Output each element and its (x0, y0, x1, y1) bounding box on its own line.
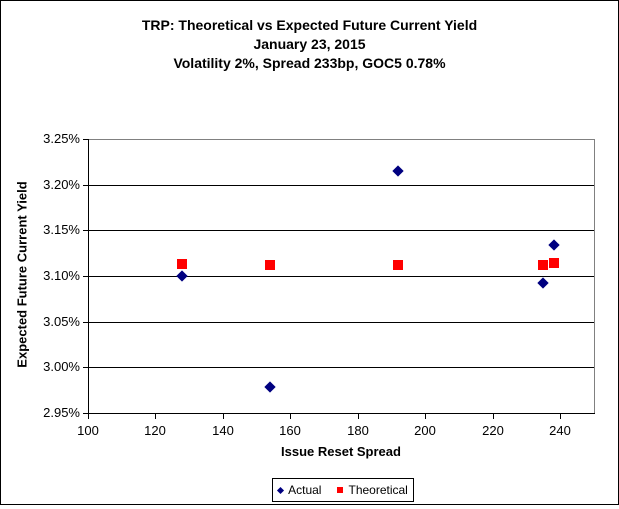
legend-item-actual: Actual (277, 483, 322, 497)
x-axis-tick (358, 414, 359, 419)
y-tick-label: 3.25% (43, 131, 80, 146)
x-tick-label: 160 (279, 423, 301, 438)
x-axis-tick (425, 414, 426, 419)
x-tick-label: 200 (414, 423, 436, 438)
x-axis-tick (493, 414, 494, 419)
y-axis-line (88, 139, 89, 414)
y-axis-tick (83, 367, 88, 368)
square-marker-icon (337, 487, 344, 493)
gridline (88, 276, 594, 277)
x-tick-label: 140 (212, 423, 234, 438)
data-point-actual (548, 239, 560, 251)
x-tick-label: 220 (482, 423, 504, 438)
chart-title: TRP: Theoretical vs Expected Future Curr… (141, 17, 478, 33)
y-axis-tick (83, 139, 88, 140)
x-axis-tick (155, 414, 156, 419)
x-axis-tick (88, 414, 89, 419)
data-point-actual (176, 270, 188, 282)
x-axis-line (88, 413, 595, 414)
legend-label: Actual (288, 483, 322, 497)
plot-border-top (88, 139, 595, 140)
data-point-theoretical (538, 260, 548, 270)
data-point-actual (264, 381, 276, 393)
y-axis-tick (83, 276, 88, 277)
y-tick-label: 2.95% (43, 405, 80, 420)
y-axis-tick (83, 185, 88, 186)
diamond-marker-icon (277, 486, 285, 494)
gridline (88, 185, 594, 186)
x-axis-tick (223, 414, 224, 419)
data-point-actual (537, 277, 549, 289)
y-tick-label: 3.10% (43, 268, 80, 283)
legend-label: Theoretical (348, 483, 408, 497)
y-tick-label: 3.00% (43, 359, 80, 374)
y-axis-tick (83, 230, 88, 231)
gridline (88, 230, 594, 231)
y-tick-label: 3.05% (43, 314, 80, 329)
data-point-theoretical (177, 259, 187, 269)
x-tick-label: 120 (144, 423, 166, 438)
y-axis-tick (83, 413, 88, 414)
y-axis-tick (83, 322, 88, 323)
chart-subtitle-params: Volatility 2%, Spread 233bp, GOC5 0.78% (173, 55, 446, 71)
x-tick-label: 240 (549, 423, 571, 438)
chart-subtitle-date: January 23, 2015 (253, 36, 366, 52)
x-tick-label: 180 (347, 423, 369, 438)
x-axis-title: Issue Reset Spread (281, 444, 401, 459)
legend-item-theoretical: Theoretical (337, 483, 408, 497)
chart-title-block: TRP: Theoretical vs Expected Future Curr… (1, 16, 618, 73)
plot-border-right (594, 139, 595, 413)
x-tick-label: 100 (77, 423, 99, 438)
gridline (88, 322, 594, 323)
x-axis-tick (290, 414, 291, 419)
gridline (88, 367, 594, 368)
legend: Actual Theoretical (272, 478, 414, 502)
data-point-theoretical (549, 258, 559, 268)
data-point-theoretical (265, 260, 275, 270)
data-point-actual (392, 165, 404, 177)
x-axis-tick (560, 414, 561, 419)
data-point-theoretical (393, 260, 403, 270)
y-tick-label: 3.15% (43, 222, 80, 237)
y-tick-label: 3.20% (43, 177, 80, 192)
